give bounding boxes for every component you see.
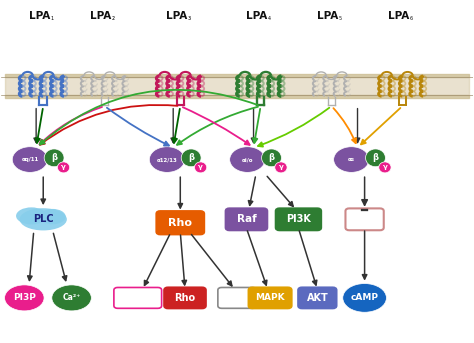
FancyBboxPatch shape [226,209,267,230]
Text: ₃: ₃ [187,13,191,22]
Text: Rho: Rho [174,293,196,303]
Text: Rho: Rho [168,218,192,228]
Text: Formin: Formin [121,293,154,303]
Text: LPA: LPA [317,11,338,21]
Text: γ: γ [61,164,66,170]
FancyBboxPatch shape [164,287,206,308]
Text: AKT: AKT [307,293,328,303]
Text: ₆: ₆ [410,13,412,22]
FancyBboxPatch shape [114,287,162,308]
Text: LPA: LPA [29,11,50,21]
Text: ₂: ₂ [111,13,115,22]
Text: β: β [268,153,274,162]
FancyBboxPatch shape [346,209,384,230]
Text: γ: γ [279,164,283,170]
Text: γ: γ [198,164,203,170]
Text: PLC: PLC [33,214,54,224]
FancyBboxPatch shape [248,287,292,308]
Text: αs: αs [348,157,355,162]
Ellipse shape [19,208,67,230]
FancyBboxPatch shape [156,211,204,234]
FancyBboxPatch shape [276,209,321,230]
Ellipse shape [194,162,207,173]
Text: Raf: Raf [237,214,256,224]
Ellipse shape [57,162,70,173]
Text: β: β [188,153,194,162]
Text: Ca²⁺: Ca²⁺ [63,293,81,303]
Ellipse shape [262,149,282,167]
Ellipse shape [44,149,64,167]
Ellipse shape [343,284,386,312]
Text: AC: AC [356,214,373,224]
Ellipse shape [52,285,91,311]
Text: SRF: SRF [227,293,247,303]
Text: β: β [51,153,57,162]
Text: β: β [373,153,378,162]
Ellipse shape [334,147,369,172]
Ellipse shape [149,147,185,172]
FancyBboxPatch shape [218,287,256,308]
Text: αi/o: αi/o [242,157,253,162]
FancyBboxPatch shape [298,287,337,308]
Ellipse shape [275,162,287,173]
Ellipse shape [12,147,48,172]
Text: ₄: ₄ [268,13,271,22]
Text: ₅: ₅ [338,13,342,22]
Text: cAMP: cAMP [351,293,379,303]
Ellipse shape [181,149,201,167]
Text: MAPK: MAPK [255,293,285,303]
Text: α12/13: α12/13 [156,157,177,162]
Text: LPA: LPA [90,11,111,21]
Text: LPA: LPA [166,11,187,21]
Ellipse shape [230,147,265,172]
Ellipse shape [379,162,391,173]
Text: LPA: LPA [388,11,409,21]
Text: PI3K: PI3K [286,214,311,224]
Ellipse shape [40,209,66,224]
Text: ₁: ₁ [50,13,53,22]
Text: PI3P: PI3P [13,293,36,303]
Ellipse shape [16,208,47,224]
Text: LPA: LPA [246,11,267,21]
Text: γ: γ [383,164,387,170]
Text: αq/11: αq/11 [21,157,38,162]
Ellipse shape [5,285,44,311]
Ellipse shape [365,149,385,167]
